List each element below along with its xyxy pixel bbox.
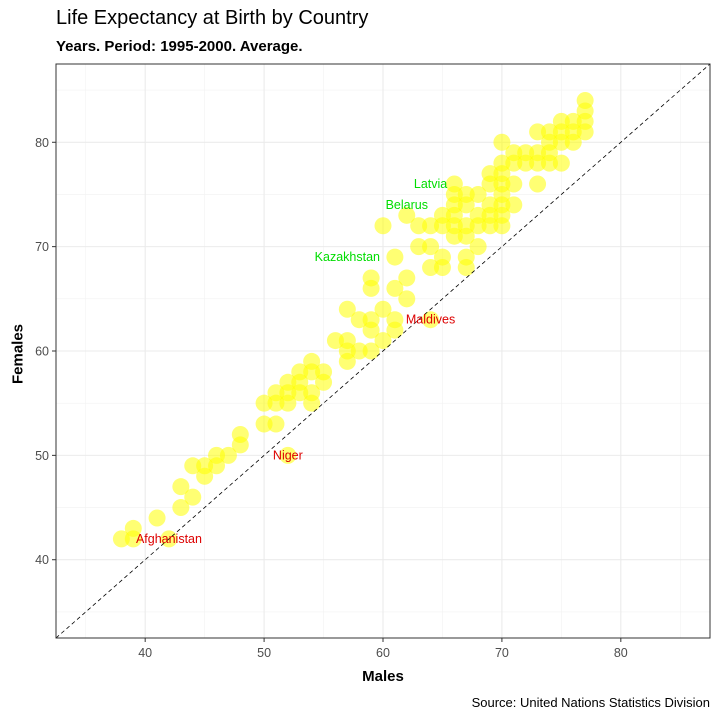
data-point bbox=[315, 363, 333, 381]
data-point bbox=[529, 123, 547, 141]
x-tick-label: 40 bbox=[138, 646, 152, 660]
data-point bbox=[505, 144, 523, 162]
data-point bbox=[362, 311, 380, 329]
country-label: Belarus bbox=[386, 198, 428, 212]
y-tick-label: 50 bbox=[35, 449, 49, 463]
data-point bbox=[422, 217, 440, 235]
data-point bbox=[433, 248, 451, 266]
data-point bbox=[148, 509, 166, 527]
data-point bbox=[457, 248, 475, 266]
data-point bbox=[350, 311, 368, 329]
data-point bbox=[457, 217, 475, 235]
data-point bbox=[219, 446, 237, 464]
data-point bbox=[398, 290, 416, 308]
y-tick-label: 80 bbox=[35, 136, 49, 150]
data-point bbox=[469, 238, 487, 256]
country-label: Maldives bbox=[406, 313, 455, 327]
y-axis-label: Females bbox=[9, 323, 27, 385]
data-point bbox=[279, 373, 297, 391]
data-point bbox=[326, 332, 344, 350]
data-point bbox=[172, 499, 190, 517]
data-point bbox=[422, 238, 440, 256]
chart-subtitle: Years. Period: 1995-2000. Average. bbox=[56, 38, 303, 55]
data-point bbox=[267, 394, 285, 412]
data-point bbox=[422, 259, 440, 277]
data-point bbox=[112, 530, 130, 548]
data-point bbox=[517, 144, 535, 162]
data-point bbox=[398, 206, 416, 224]
data-point bbox=[386, 279, 404, 297]
data-point bbox=[433, 206, 451, 224]
data-point bbox=[457, 185, 475, 203]
country-label: Niger bbox=[273, 448, 303, 462]
source-caption: Source: United Nations Statistics Divisi… bbox=[471, 695, 710, 710]
data-point bbox=[493, 154, 511, 172]
data-point bbox=[422, 311, 440, 329]
x-tick-label: 80 bbox=[614, 646, 628, 660]
data-point bbox=[124, 530, 142, 548]
data-point bbox=[303, 352, 321, 370]
data-point bbox=[552, 154, 570, 172]
data-point bbox=[172, 478, 190, 496]
data-point bbox=[279, 446, 297, 464]
data-point bbox=[469, 206, 487, 224]
data-point bbox=[505, 175, 523, 193]
y-tick-label: 40 bbox=[35, 553, 49, 567]
data-point bbox=[410, 217, 428, 235]
data-point bbox=[398, 269, 416, 287]
data-point bbox=[350, 342, 368, 360]
data-point bbox=[255, 394, 273, 412]
data-point bbox=[540, 123, 558, 141]
data-point bbox=[362, 269, 380, 287]
data-point bbox=[231, 436, 249, 454]
data-point bbox=[374, 332, 392, 350]
data-point bbox=[481, 196, 499, 214]
country-label: Latvia bbox=[414, 177, 447, 191]
data-point bbox=[374, 217, 392, 235]
data-point bbox=[386, 248, 404, 266]
data-point bbox=[184, 488, 202, 506]
data-point bbox=[291, 363, 309, 381]
data-point bbox=[267, 415, 285, 433]
data-point bbox=[445, 227, 463, 245]
data-point bbox=[184, 457, 202, 475]
data-point bbox=[386, 321, 404, 339]
data-point bbox=[410, 238, 428, 256]
y-tick-label: 60 bbox=[35, 345, 49, 359]
data-point bbox=[362, 342, 380, 360]
data-point bbox=[576, 92, 594, 110]
data-point bbox=[493, 133, 511, 151]
data-point bbox=[255, 415, 273, 433]
data-point bbox=[208, 446, 226, 464]
data-point bbox=[469, 185, 487, 203]
data-point bbox=[564, 112, 582, 130]
country-label: Kazakhstan bbox=[315, 250, 380, 264]
chart-title: Life Expectancy at Birth by Country bbox=[56, 7, 369, 29]
reference-line bbox=[55, 63, 711, 639]
data-point bbox=[338, 300, 356, 318]
data-point bbox=[374, 300, 392, 318]
country-label: Afghanistan bbox=[136, 532, 202, 546]
x-axis-label: Males bbox=[362, 668, 404, 685]
x-tick-label: 50 bbox=[257, 646, 271, 660]
data-point bbox=[481, 165, 499, 183]
data-point bbox=[196, 467, 214, 485]
data-point bbox=[303, 384, 321, 402]
data-point bbox=[552, 112, 570, 130]
data-point bbox=[505, 196, 523, 214]
data-point bbox=[529, 144, 547, 162]
y-tick-label: 70 bbox=[35, 240, 49, 254]
data-point bbox=[338, 352, 356, 370]
x-tick-label: 70 bbox=[495, 646, 509, 660]
data-point bbox=[529, 175, 547, 193]
data-point bbox=[445, 175, 463, 193]
x-tick-label: 60 bbox=[376, 646, 390, 660]
